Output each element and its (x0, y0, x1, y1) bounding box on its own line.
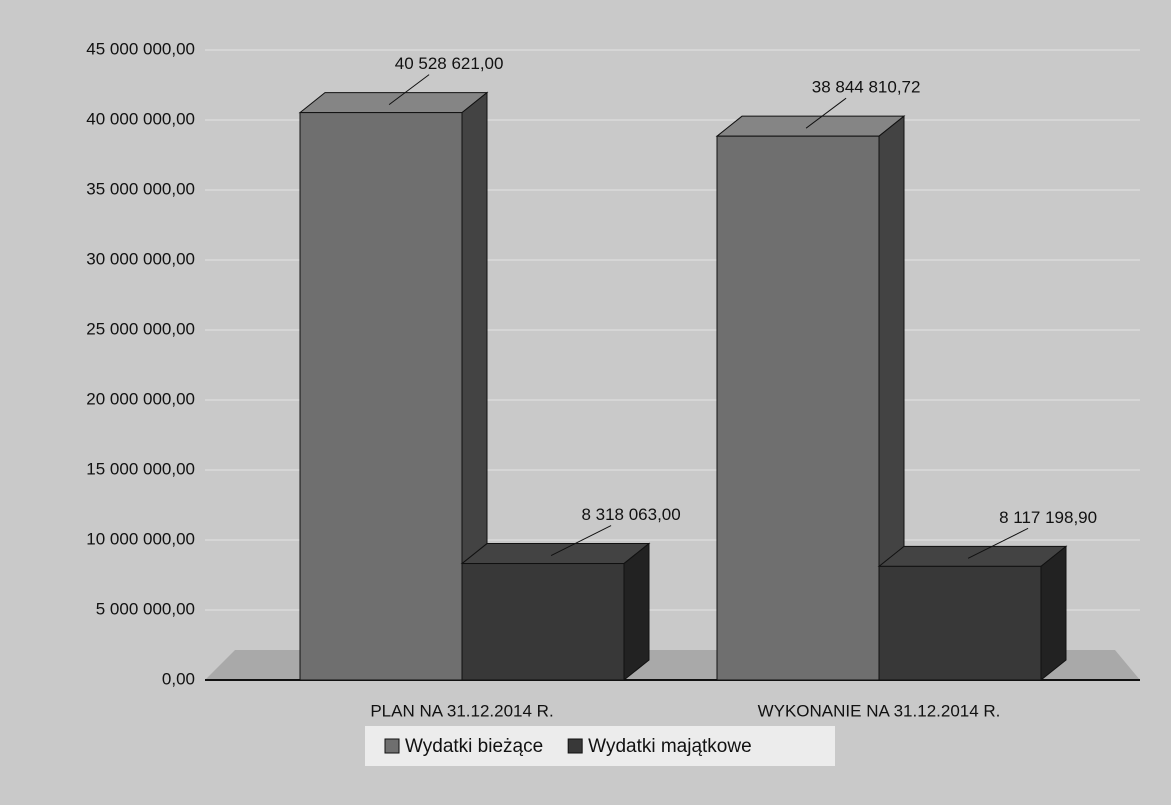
leader-line (388, 74, 430, 105)
y-tick-label: 40 000 000,00 (86, 109, 195, 128)
value-label: 8 117 198,90 (999, 508, 1097, 527)
bar-top (715, 115, 906, 137)
bar-side (623, 542, 650, 682)
legend-label: Wydatki majątkowe (588, 736, 752, 757)
legend-swatch (567, 738, 583, 754)
y-tick-label: 25 000 000,00 (86, 319, 195, 338)
bar-side (1040, 545, 1067, 682)
legend-swatch (384, 738, 400, 754)
bar (461, 563, 625, 681)
value-label: 40 528 621,00 (395, 54, 504, 73)
bar (716, 135, 880, 681)
bar (878, 565, 1042, 681)
legend-box (365, 726, 835, 766)
leader-line (805, 97, 847, 129)
leader-line (967, 527, 1029, 559)
bar-top (298, 92, 489, 114)
y-tick-label: 0,00 (162, 669, 195, 688)
y-tick-label: 15 000 000,00 (86, 459, 195, 478)
y-tick-label: 45 000 000,00 (86, 39, 195, 58)
y-tick-label: 35 000 000,00 (86, 179, 195, 198)
y-tick-label: 10 000 000,00 (86, 529, 195, 548)
y-tick-label: 5 000 000,00 (96, 599, 195, 618)
bar (299, 112, 463, 681)
y-tick-label: 30 000 000,00 (86, 249, 195, 268)
x-tick-label: WYKONANIE NA 31.12.2014 R. (758, 701, 1001, 720)
legend-label: Wydatki bieżące (405, 736, 543, 757)
y-tick-label: 20 000 000,00 (86, 389, 195, 408)
x-tick-label: PLAN NA 31.12.2014 R. (370, 701, 553, 720)
value-label: 38 844 810,72 (812, 78, 921, 97)
leader-line (550, 525, 612, 556)
value-label: 8 318 063,00 (581, 505, 680, 524)
